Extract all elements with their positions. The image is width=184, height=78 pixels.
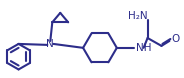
Text: NH: NH — [136, 43, 151, 53]
Text: H₂N: H₂N — [128, 11, 147, 21]
Text: O: O — [171, 34, 180, 44]
Text: N: N — [46, 39, 54, 49]
